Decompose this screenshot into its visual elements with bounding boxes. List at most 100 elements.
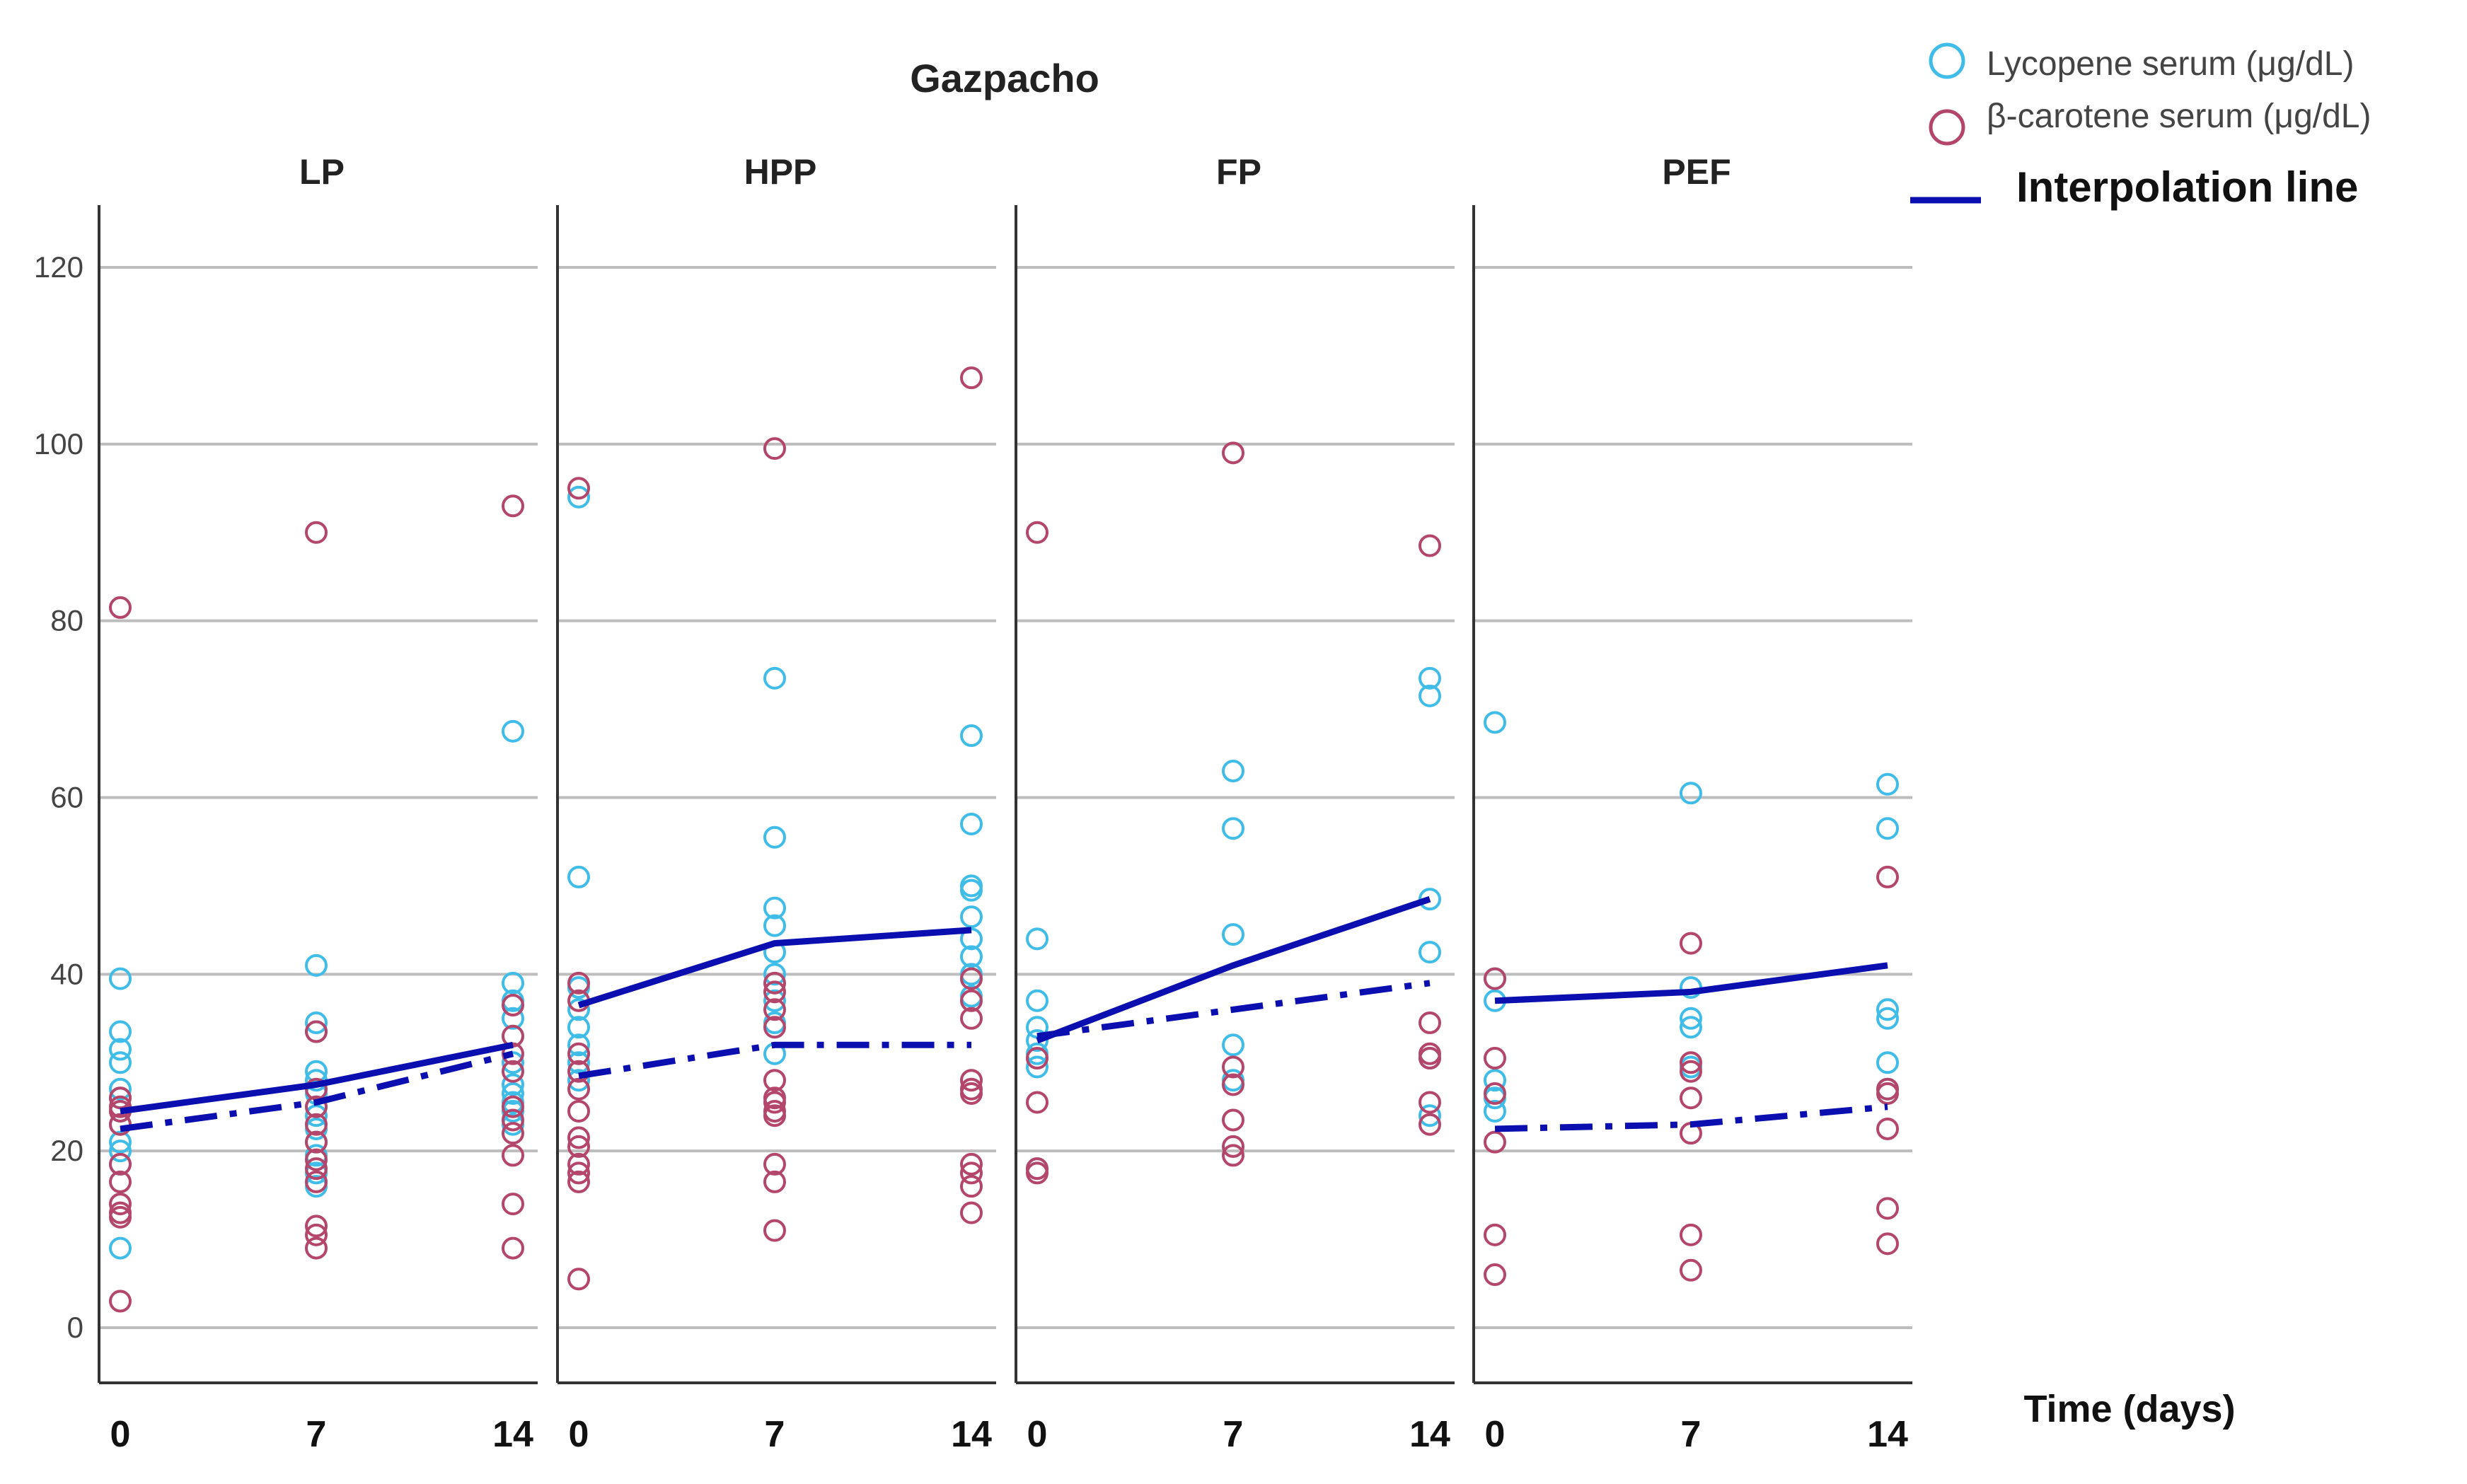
lycopene-point [1484,1099,1506,1123]
beta-carotene-point [1876,1197,1899,1220]
lycopene-point [960,945,983,968]
y-tick-label: 40 [50,957,83,990]
beta-carotene-point [567,1161,590,1185]
beta-carotene-point [502,1144,524,1167]
beta-carotene-point [1680,1086,1702,1110]
lycopene-point [109,1077,132,1101]
beta-carotene-point [1484,1047,1506,1070]
beta-carotene-interpolation-line [1494,1103,1888,1132]
lycopene-interpolation-line [1494,962,1888,1004]
beta-carotene-point [305,1215,328,1238]
lycopene-point [960,879,983,902]
beta-carotene-point [1876,1117,1899,1140]
lycopene-point [1876,817,1899,840]
beta-carotene-point [502,994,524,1017]
beta-carotene-point [763,1069,786,1092]
lycopene-point [763,825,786,849]
beta-carotene-point [763,1152,786,1176]
x-tick-label: 14 [1409,1414,1450,1455]
lycopene-point [1419,1104,1441,1128]
beta-carotene-point [305,1236,328,1260]
lycopene-point [109,1038,132,1061]
lycopene-point [763,896,786,920]
lycopene-point [305,1060,328,1083]
lycopene-point [1484,1069,1506,1092]
beta-carotene-point [960,366,983,390]
legend-beta-marker [1929,109,1965,146]
chart-title: Gazpacho [910,56,1099,100]
lycopene-point [567,865,590,888]
beta-carotene-point [502,494,524,518]
lycopene-point [1026,1029,1048,1053]
lycopene-point [1026,927,1048,951]
beta-carotene-point [1876,1082,1899,1105]
beta-carotene-point [1222,1135,1244,1158]
x-tick-label: 14 [492,1414,533,1455]
beta-carotene-point [960,1007,983,1030]
beta-carotene-point [1026,521,1048,544]
beta-carotene-point [305,1157,328,1181]
lycopene-point [567,485,590,509]
x-tick-label: 0 [1027,1414,1048,1455]
lycopene-point [109,1130,132,1154]
y-tick-label: 0 [67,1311,83,1344]
beta-carotene-point [1680,1258,1702,1282]
lycopene-point [502,1007,524,1030]
x-tick-label: 0 [1485,1414,1506,1455]
beta-carotene-point [305,1223,328,1246]
beta-carotene-point [109,1205,132,1229]
beta-carotene-point [502,1122,524,1145]
panel-title-lp: LP [299,152,345,192]
x-tick-label: 7 [306,1414,327,1455]
beta-carotene-point [567,1042,590,1065]
lycopene-point [567,998,590,1021]
lycopene-point [109,1236,132,1260]
beta-carotene-interpolation-line [1036,980,1431,1040]
beta-carotene-point [305,1130,328,1154]
legend: Lycopene serum (μg/dL) β-carotene serum … [1910,42,2371,211]
lycopene-point [567,1033,590,1057]
beta-carotene-point [1680,1051,1702,1074]
lycopene-point [502,719,524,743]
beta-carotene-point [960,967,983,990]
beta-carotene-point [960,989,983,1012]
lycopene-point [763,666,786,690]
panel-pef: PEF 0 7 14 [1472,152,1912,1455]
lycopene-point [109,1020,132,1043]
lycopene-point [109,1051,132,1074]
beta-carotene-point [960,1175,983,1198]
beta-carotene-point [1419,1091,1441,1114]
beta-carotene-point [109,1152,132,1176]
lycopene-point [1222,1033,1244,1057]
lycopene-point [109,967,132,990]
panel-fp: FP 0 7 14 [1015,152,1455,1455]
y-tick-label: 60 [50,781,83,814]
lycopene-point [1876,1051,1899,1074]
lycopene-point [960,724,983,748]
lycopene-point [960,927,983,951]
lycopene-point [567,1069,590,1092]
beta-carotene-point [960,1161,983,1185]
beta-carotene-point [1026,1091,1048,1114]
beta-carotene-point [763,998,786,1021]
beta-carotene-point [502,1108,524,1132]
beta-carotene-point [763,1219,786,1242]
lycopene-point [960,812,983,835]
x-tick-label: 0 [110,1414,131,1455]
beta-carotene-point [502,1095,524,1118]
beta-carotene-point [305,1020,328,1043]
beta-carotene-point [109,1170,132,1193]
x-tick-label: 14 [951,1414,992,1455]
beta-carotene-interpolation-line [578,1041,971,1079]
beta-carotene-point [960,1069,983,1092]
beta-carotene-point [1484,1263,1506,1287]
x-tick-label: 0 [569,1414,589,1455]
beta-carotene-point [763,980,786,1004]
beta-carotene-point [960,1201,983,1224]
lycopene-point [567,1016,590,1039]
beta-carotene-point [109,596,132,619]
y-tick-label: 80 [50,604,83,637]
panel-lp: LP 0 7 14 [98,152,538,1455]
beta-carotene-point [1222,1108,1244,1132]
lycopene-point [1680,1007,1702,1030]
